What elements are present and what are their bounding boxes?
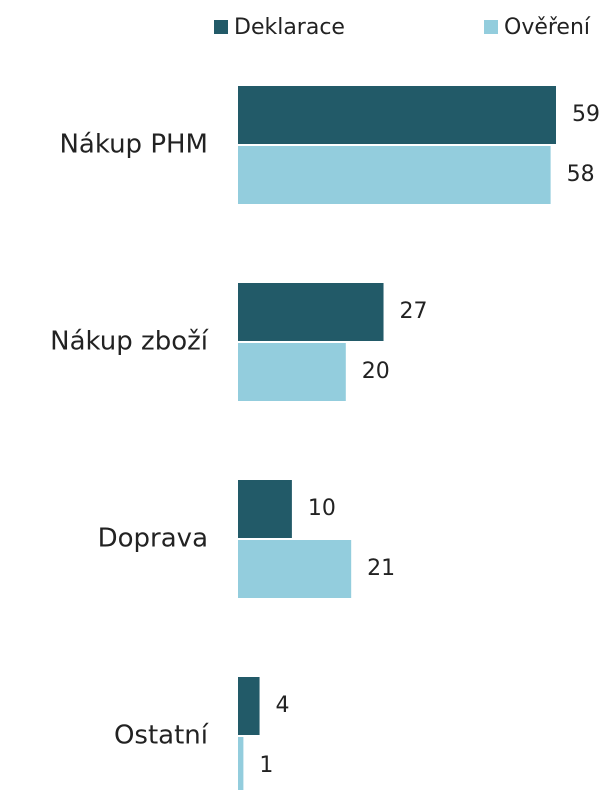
data-label: 21 [367,556,395,581]
bar [238,540,352,598]
bar [238,737,244,790]
category-label: Ostatní [114,721,209,751]
bar [238,343,346,401]
bar [238,480,292,538]
data-label: 27 [400,299,428,324]
bar [238,146,551,204]
bar [238,86,556,144]
legend-label: Deklarace [234,15,345,40]
legend-swatch [484,20,498,34]
data-label: 4 [276,693,290,718]
data-label: 58 [567,162,595,187]
data-label: 59 [572,102,600,127]
category-label: Nákup PHM [59,130,208,160]
category-label: Nákup zboží [50,327,209,357]
data-label: 1 [259,753,273,778]
data-label: 10 [308,496,336,521]
bar [238,283,384,341]
legend-label: Ověření [504,15,591,40]
data-label: 20 [362,359,390,384]
legend-swatch [214,20,228,34]
bar [238,677,260,735]
category-label: Doprava [98,524,208,554]
